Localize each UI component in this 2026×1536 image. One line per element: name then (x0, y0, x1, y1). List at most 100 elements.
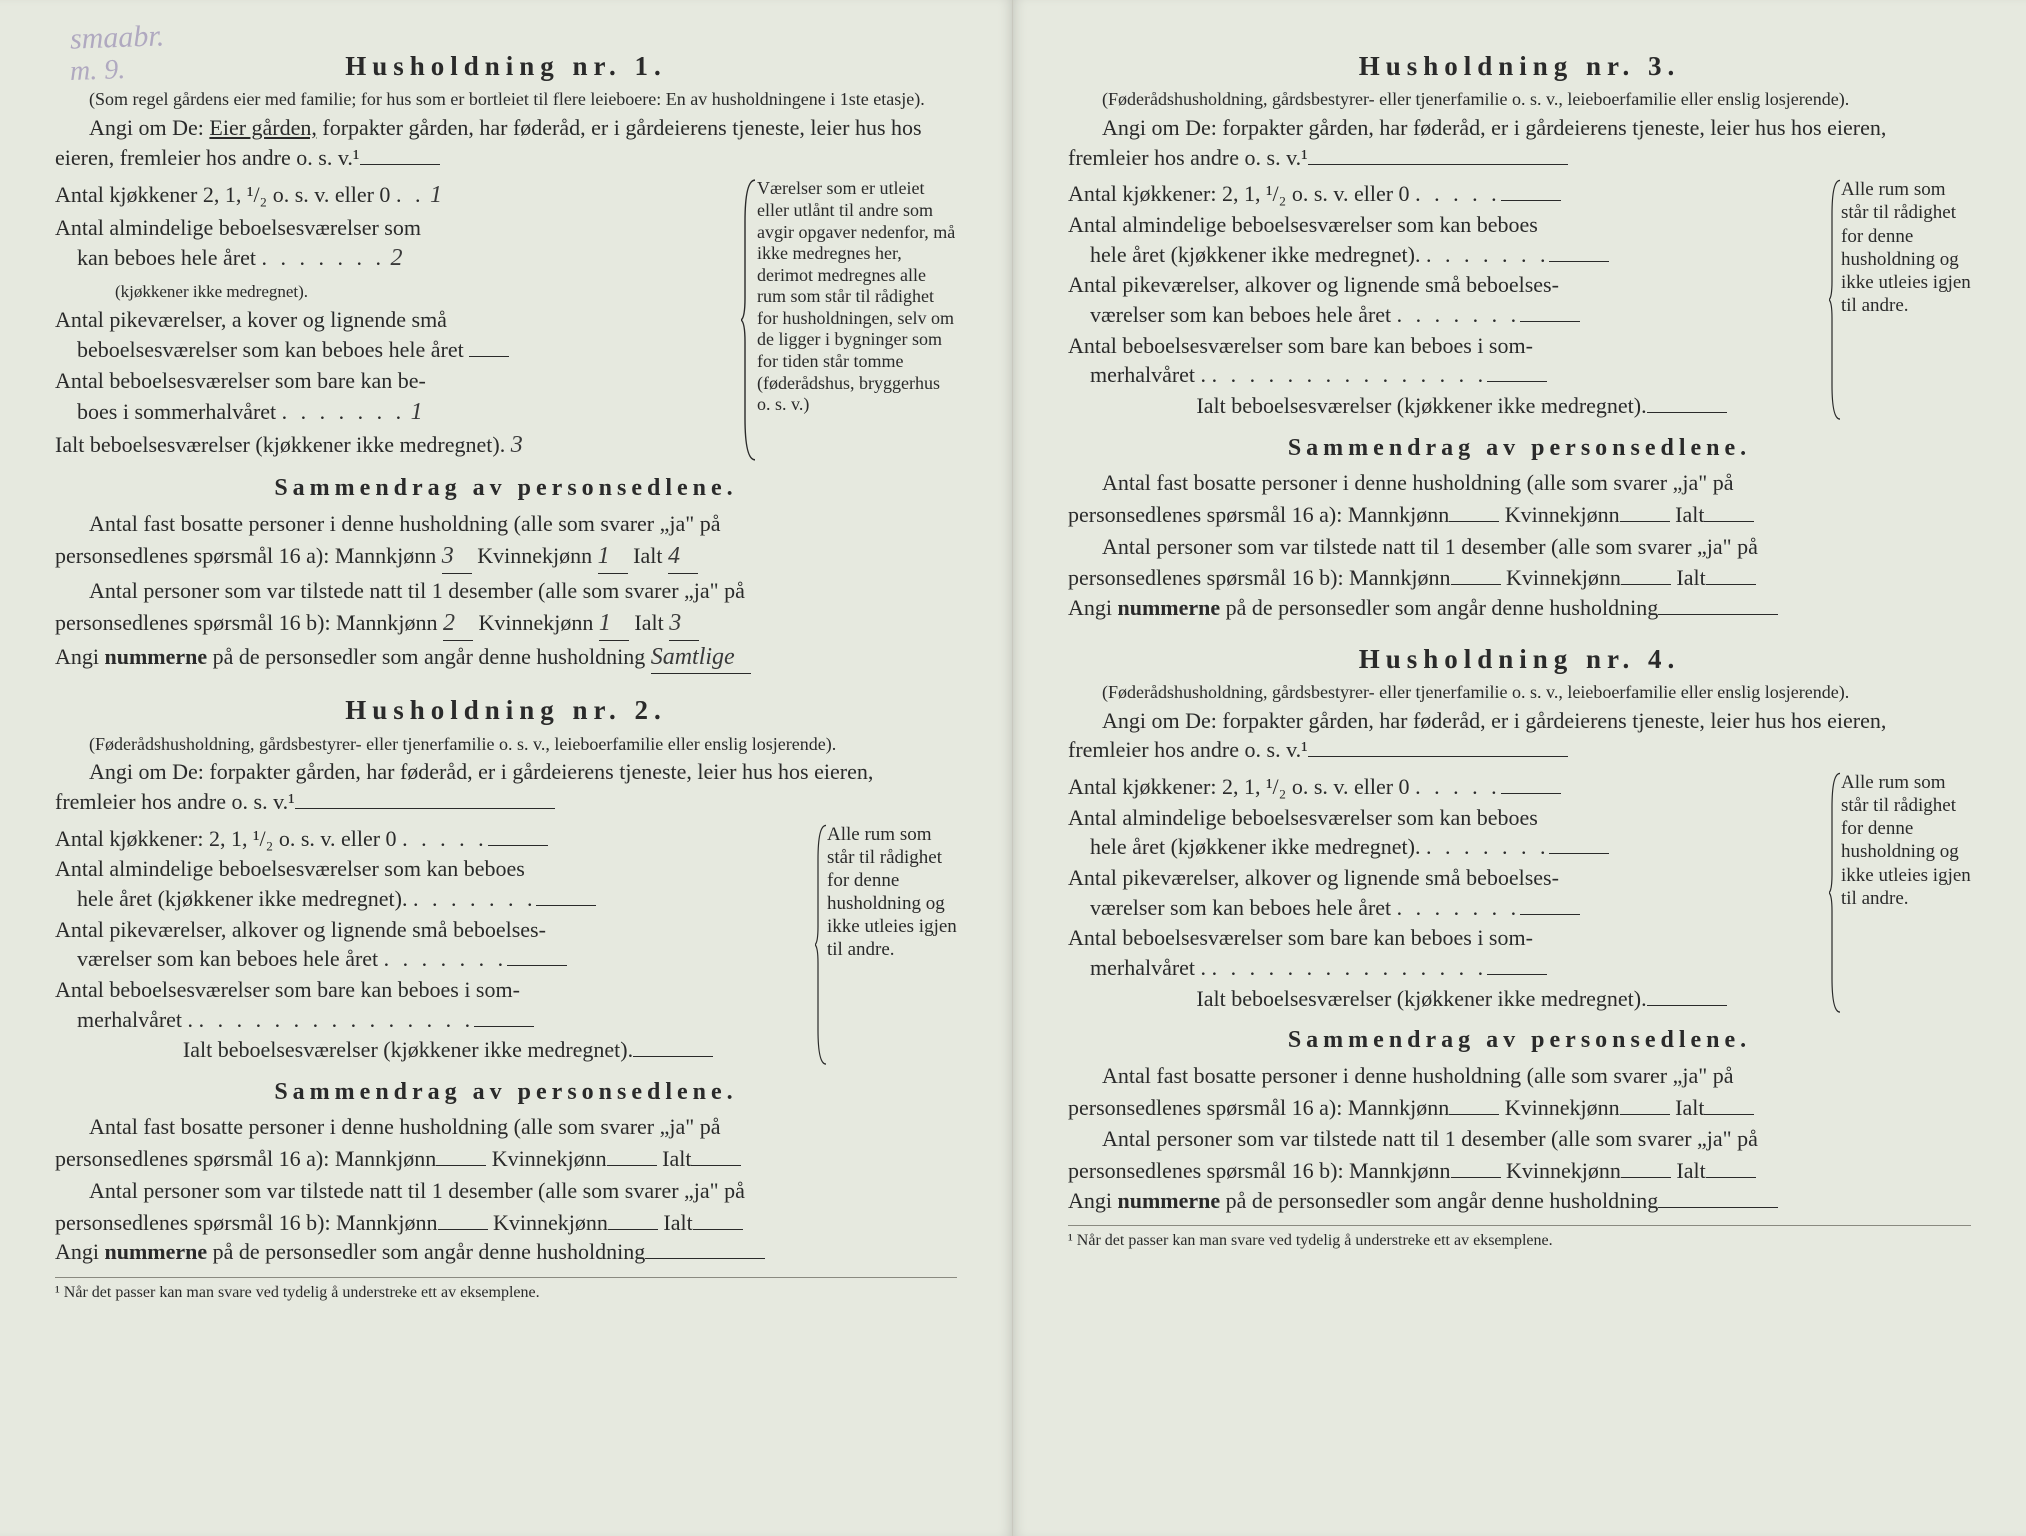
kj-label: Antal kjøkkener: 2, 1, ¹/₂ o. s. v. elle… (55, 826, 397, 851)
i-label: Ialt (1675, 502, 1704, 527)
page-right: Husholdning nr. 3. (Føderådshusholdning,… (1013, 0, 2026, 1536)
pike-label-1: Antal pikeværelser, a kover og lignende … (55, 307, 447, 332)
i16a-value: 4 (668, 540, 680, 572)
h3-rooms-main: Antal kjøkkener: 2, 1, ¹/₂ o. s. v. elle… (1068, 178, 1833, 422)
page-left: smaabr. m. 9. Husholdning nr. 1. (Som re… (0, 0, 1013, 1536)
h2-margin-note: Alle rum som står til rådighet for denne… (819, 823, 957, 1067)
footnote-left: ¹ Når det passer kan man svare ved tydel… (55, 1277, 957, 1304)
k-label: Kvinnekjønn (479, 610, 594, 635)
alm-label-1: Antal almindelige beboelsesværelser som … (1068, 805, 1538, 830)
h4-margin-note: Alle rum som står til rådighet for denne… (1833, 771, 1971, 1015)
h1-bosatte: Antal fast bosatte personer i denne hush… (55, 509, 957, 539)
margin-text: Alle rum som står til rådighet for denne… (1841, 772, 1971, 909)
h1-som: Antal beboelsesværelser som bare kan be-… (55, 366, 747, 428)
h2-rooms-block: Antal kjøkkener: 2, 1, ¹/₂ o. s. v. elle… (55, 823, 957, 1067)
brace-icon (741, 178, 759, 462)
pike-label-2: værelser som kan beboes hele året (77, 946, 378, 971)
k-label: Kvinnekjønn (1506, 565, 1621, 590)
h3-rooms-block: Antal kjøkkener: 2, 1, ¹/₂ o. s. v. elle… (1068, 178, 1971, 422)
sp16a-label: personsedlenes spørsmål 16 a): Mannkjønn (1068, 1095, 1449, 1120)
pike-label-2: værelser som kan beboes hele året (1090, 302, 1391, 327)
h1-angi: Angi om De: Eier gården, forpakter gårde… (55, 113, 957, 172)
h2-samm-title: Sammendrag av personsedlene. (55, 1076, 957, 1108)
sp16b-label: personsedlenes spørsmål 16 b): Mannkjønn (55, 1210, 438, 1235)
k-label: Kvinnekjønn (493, 1210, 608, 1235)
k-label: Kvinnekjønn (1506, 1158, 1621, 1183)
dots: . . . . . . . (1397, 302, 1521, 327)
h4-16a: personsedlenes spørsmål 16 a): Mannkjønn… (1068, 1093, 1971, 1123)
alm-label-1: Antal almindelige beboelsesværelser som (55, 215, 421, 240)
margin-text: Værelser som er utleiet eller utlånt til… (757, 178, 955, 414)
k-label: Kvinnekjønn (492, 1146, 607, 1171)
h2-numline: Angi nummerne på de personsedler som ang… (55, 1237, 957, 1267)
k-label: Kvinnekjønn (477, 543, 592, 568)
dots: . . . . . . . (413, 886, 537, 911)
margin-text: Alle rum som står til rådighet for denne… (827, 824, 957, 961)
som-label-1: Antal beboelsesværelser som bare kan beb… (1068, 333, 1533, 358)
h4-angi: Angi om De: forpakter gården, har føderå… (1068, 706, 1971, 765)
i-label: Ialt (662, 1146, 691, 1171)
som-label-1: Antal beboelsesværelser som bare kan beb… (55, 977, 520, 1002)
h3-angi: Angi om De: forpakter gården, har føderå… (1068, 113, 1971, 172)
dots: . . . . . . . (1397, 895, 1521, 920)
angi-lead: Angi om De: (1102, 708, 1217, 733)
h4-note: (Føderådshusholdning, gårdsbestyrer- ell… (1068, 681, 1971, 704)
h2-note: (Føderådshusholdning, gårdsbestyrer- ell… (55, 733, 957, 756)
i-label: Ialt (663, 1210, 692, 1235)
pike-label-2: værelser som kan beboes hele året (1090, 895, 1391, 920)
h4-samm-title: Sammendrag av personsedlene. (1068, 1024, 1971, 1056)
pike-label-1: Antal pikeværelser, alkover og lignende … (55, 917, 546, 942)
k16b-value: 1 (599, 607, 611, 639)
h3-bosatte: Antal fast bosatte personer i denne hush… (1068, 468, 1971, 498)
h3-note: (Føderådshusholdning, gårdsbestyrer- ell… (1068, 88, 1971, 111)
ialt-value: 3 (511, 429, 523, 461)
som-value: 1 (411, 396, 423, 428)
h1-kj: Antal kjøkkener 2, 1, ¹/₂ o. s. v. eller… (55, 179, 747, 211)
h2-angi: Angi om De: forpakter gården, har føderå… (55, 757, 957, 816)
sp16a-label: personsedlenes spørsmål 16 a): Mannkjønn (55, 543, 436, 568)
alm-label-2: hele året (kjøkkener ikke medregnet). (77, 886, 407, 911)
sp16a-label: personsedlenes spørsmål 16 a): Mannkjønn (1068, 502, 1449, 527)
ialt-label: Ialt beboelsesværelser (kjøkkener ikke m… (1196, 393, 1646, 418)
h3-margin-note: Alle rum som står til rådighet for denne… (1833, 178, 1971, 422)
pike-label-2: beboelsesværelser som kan beboes hele år… (77, 337, 464, 362)
h4-tilstede: Antal personer som var tilstede natt til… (1068, 1124, 1971, 1154)
pike-label-1: Antal pikeværelser, alkover og lignende … (1068, 865, 1559, 890)
alm-sub: (kjøkkener ikke medregnet). (115, 282, 308, 301)
h4-rooms-main: Antal kjøkkener: 2, 1, ¹/₂ o. s. v. elle… (1068, 771, 1833, 1015)
brace-icon (815, 823, 829, 1067)
alm-label-2: hele året (kjøkkener ikke medregnet). (1090, 242, 1420, 267)
angi-lead: Angi om De: (89, 759, 204, 784)
h2-16a: personsedlenes spørsmål 16 a): Mannkjønn… (55, 1144, 957, 1174)
som-label-2: merhalvåret . (1090, 955, 1206, 980)
dots: . . . . . (1415, 181, 1501, 206)
som-label-2: merhalvåret . (77, 1007, 193, 1032)
h1-samm-title: Sammendrag av personsedlene. (55, 472, 957, 504)
dots: . . . . . (402, 826, 488, 851)
angi-lead: Angi om De: (1102, 115, 1217, 140)
brace-icon (1829, 771, 1843, 1015)
pencil-annotation-2: m. 9. (69, 51, 126, 91)
h1-rooms-main: Antal kjøkkener 2, 1, ¹/₂ o. s. v. eller… (55, 178, 747, 462)
h3-numline: Angi nummerne på de personsedler som ang… (1068, 593, 1971, 623)
ialt-label: Ialt beboelsesværelser (kjøkkener ikke m… (183, 1037, 633, 1062)
h3-16b: personsedlenes spørsmål 16 b): Mannkjønn… (1068, 563, 1971, 593)
margin-text: Alle rum som står til rådighet for denne… (1841, 179, 1971, 316)
dots: . . . . . . . (261, 245, 385, 270)
h2-title: Husholdning nr. 2. (55, 692, 957, 728)
h1-ialt: Ialt beboelsesværelser (kjøkkener ikke m… (55, 429, 747, 461)
h1-numline: Angi nummerne på de personsedler som ang… (55, 641, 957, 674)
sp16a-label: personsedlenes spørsmål 16 a): Mannkjønn (55, 1146, 436, 1171)
h1-pike: Antal pikeværelser, a kover og lignende … (55, 305, 747, 364)
h2-16b: personsedlenes spørsmål 16 b): Mannkjønn… (55, 1208, 957, 1238)
i-label: Ialt (1675, 1095, 1704, 1120)
h1-alm: Antal almindelige beboelsesværelser som … (55, 213, 747, 305)
k16a-value: 1 (598, 540, 610, 572)
som-label-1: Antal beboelsesværelser som bare kan be- (55, 368, 426, 393)
alm-label-2: hele året (kjøkkener ikke medregnet). (1090, 834, 1420, 859)
i-label: Ialt (1676, 1158, 1705, 1183)
i-label: Ialt (633, 543, 662, 568)
kj-label: Antal kjøkkener: 2, 1, ¹/₂ o. s. v. elle… (1068, 181, 1410, 206)
h4-bosatte: Antal fast bosatte personer i denne hush… (1068, 1061, 1971, 1091)
document-spread: smaabr. m. 9. Husholdning nr. 1. (Som re… (0, 0, 2026, 1536)
